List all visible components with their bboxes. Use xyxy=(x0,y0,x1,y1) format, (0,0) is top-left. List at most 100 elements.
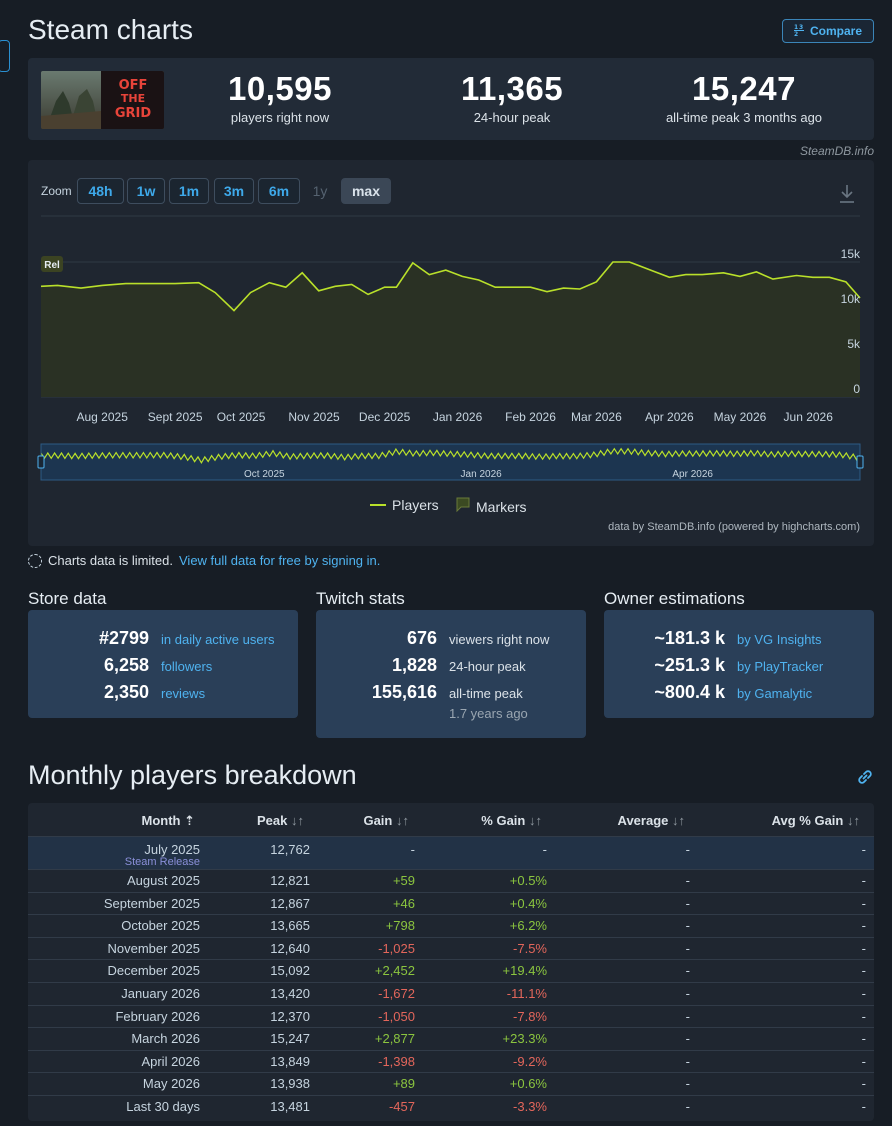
players-chart: 15k 10k 5k 0 Aug 2025 Sept 2025 Oct 2025 Nov 2… xyxy=(37,215,864,481)
peak-cell: 12,821 xyxy=(270,873,310,888)
legend-players[interactable]: Players xyxy=(370,497,439,513)
col-header-peak-label: Peak xyxy=(257,813,288,828)
month-cell: October 2025 xyxy=(121,918,200,934)
gain-cell: +2,877 xyxy=(374,1031,415,1047)
navigator-label: Oct 2025 xyxy=(244,469,285,480)
month-cell: July 2025 Steam Release xyxy=(68,842,200,868)
player-stats-card xyxy=(28,58,874,140)
avg-pct-gain-cell: - xyxy=(861,1076,866,1092)
gain-cell: +89 xyxy=(392,1076,415,1092)
col-header-month[interactable]: Month ⇡ xyxy=(100,813,195,829)
avg-pct-gain-cell: - xyxy=(861,1053,866,1069)
svg-text:2: 2 xyxy=(794,31,798,37)
zoom-3m-button[interactable]: 3m xyxy=(214,178,254,204)
peak-24h-stat: 11,365 24-hour peak xyxy=(432,70,592,125)
chart-navigator[interactable]: Oct 2025 Jan 2026 Apr 2026 xyxy=(37,443,864,481)
pct-gain-cell: +0.5% xyxy=(509,873,547,888)
zoom-48h-button[interactable]: 48h xyxy=(77,178,124,204)
link-icon[interactable] xyxy=(856,768,874,786)
sidebar-toggle-button[interactable] xyxy=(0,40,10,72)
pct-gain-cell: +0.6% xyxy=(509,1076,547,1092)
col-header-avg-pct-gain[interactable]: Avg % Gain ↓↑ xyxy=(740,813,860,828)
all-time-peak-value: 15,247 xyxy=(692,70,796,107)
steamdb-credit[interactable]: SteamDB.info xyxy=(799,144,874,158)
pct-gain-cell: -9.2% xyxy=(513,1053,547,1069)
twitch-alltime-value: 155,616 xyxy=(371,682,437,702)
average-cell: - xyxy=(685,1008,690,1024)
month-cell: February 2026 xyxy=(115,1008,200,1024)
peak-cell: 15,092 xyxy=(270,963,310,979)
x-tick-label: Jan 2026 xyxy=(433,410,483,424)
store-followers-link[interactable]: followers xyxy=(161,659,213,674)
release-marker[interactable]: Rel xyxy=(41,256,63,272)
zoom-6m-button[interactable]: 6m xyxy=(258,178,300,204)
avg-pct-gain-cell: - xyxy=(861,940,866,956)
sort-asc-icon: ⇡ xyxy=(184,813,195,828)
peak-cell: 13,665 xyxy=(270,918,310,934)
sort-icon: ↓↑ xyxy=(529,813,542,828)
col-header-gain[interactable]: Gain ↓↑ xyxy=(320,813,409,828)
sort-icon: ↓↑ xyxy=(672,813,685,828)
peak-cell: 13,938 xyxy=(270,1076,310,1092)
table-row: August 2025 12,821 +59 +0.5% - - xyxy=(28,869,874,892)
pct-gain-cell: +23.3% xyxy=(502,1031,547,1047)
month-cell: November 2025 xyxy=(107,940,201,956)
table-row: May 2026 13,938 +89 +0.6% - - xyxy=(28,1072,874,1095)
all-time-peak-stat: 15,247 all-time peak 3 months ago xyxy=(634,70,854,125)
twitch-alltime-note: 1.7 years ago xyxy=(449,706,528,721)
pct-gain-cell: -7.5% xyxy=(513,940,547,956)
peak-cell: 12,370 xyxy=(270,1008,310,1024)
x-tick-label: Sept 2025 xyxy=(148,410,203,424)
zoom-1y-button[interactable]: 1y xyxy=(312,183,328,199)
sort-icon: ↓↑ xyxy=(291,813,304,828)
pct-gain-cell: - xyxy=(542,842,547,857)
x-tick-label: Jun 2026 xyxy=(784,410,834,424)
owner-gamalytic-link[interactable]: by Gamalytic xyxy=(737,686,813,701)
average-cell: - xyxy=(685,963,690,979)
x-tick-label: Mar 2026 xyxy=(571,410,622,424)
zoom-1w-button[interactable]: 1w xyxy=(127,178,165,204)
svg-text:3: 3 xyxy=(799,24,803,31)
x-tick-label: Feb 2026 xyxy=(505,410,556,424)
average-cell: - xyxy=(685,895,690,911)
navigator-handle-right[interactable] xyxy=(856,455,864,469)
owner-gamalytic-value: ~800.4 k xyxy=(654,682,725,702)
sort-icon: ↓↑ xyxy=(396,813,409,828)
x-axis: Aug 2025 Sept 2025 Oct 2025 Nov 2025 Dec 202… xyxy=(76,410,833,424)
store-data-card: #2799 in daily active users 6,258 follow… xyxy=(28,610,298,718)
month-cell: August 2025 xyxy=(126,873,200,888)
col-header-avg-pct-gain-label: Avg % Gain xyxy=(771,813,844,828)
compare-label: Compare xyxy=(809,24,862,38)
y-tick-label: 0 xyxy=(853,382,860,396)
store-rank-value: #2799 xyxy=(98,628,149,648)
owner-vginsights-link[interactable]: by VG Insights xyxy=(737,632,822,647)
navigator-label: Jan 2026 xyxy=(461,469,503,480)
owner-estimations-title: Owner estimations xyxy=(604,589,745,608)
pct-gain-cell: +6.2% xyxy=(509,918,547,934)
all-time-peak-label: all-time peak 3 months ago xyxy=(665,110,823,125)
gain-cell: +2,452 xyxy=(374,963,415,979)
store-rank-link[interactable]: in daily active users xyxy=(161,632,275,647)
sign-in-link[interactable]: View full data for free by signing in. xyxy=(179,553,381,568)
col-header-pct-gain[interactable]: % Gain ↓↑ xyxy=(440,813,542,828)
zoom-1m-button[interactable]: 1m xyxy=(169,178,209,204)
chart-credit[interactable]: data by SteamDB.info (powered by highcha… xyxy=(608,521,860,533)
col-header-average[interactable]: Average ↓↑ xyxy=(580,813,685,828)
owner-playtracker-link[interactable]: by PlayTracker xyxy=(737,659,824,674)
y-tick-label: 15k xyxy=(841,247,861,261)
legend-markers-label: Markers xyxy=(476,498,527,515)
pct-gain-cell: -7.8% xyxy=(513,1008,547,1024)
game-thumbnail[interactable]: OFF THE GRID xyxy=(41,71,164,129)
download-icon[interactable] xyxy=(838,183,856,205)
store-followers-value: 6,258 xyxy=(103,655,149,675)
legend-markers[interactable]: Markers xyxy=(456,497,527,516)
zoom-max-button[interactable]: max xyxy=(341,178,391,204)
col-header-peak[interactable]: Peak ↓↑ xyxy=(220,813,304,828)
store-reviews-link[interactable]: reviews xyxy=(161,686,206,701)
table-row: Last 30 days 13,481 -457 -3.3% - - xyxy=(28,1095,874,1118)
svg-text:1: 1 xyxy=(794,24,798,31)
twitch-peak-label: 24-hour peak xyxy=(449,659,526,674)
navigator-handle-left[interactable] xyxy=(37,455,45,469)
